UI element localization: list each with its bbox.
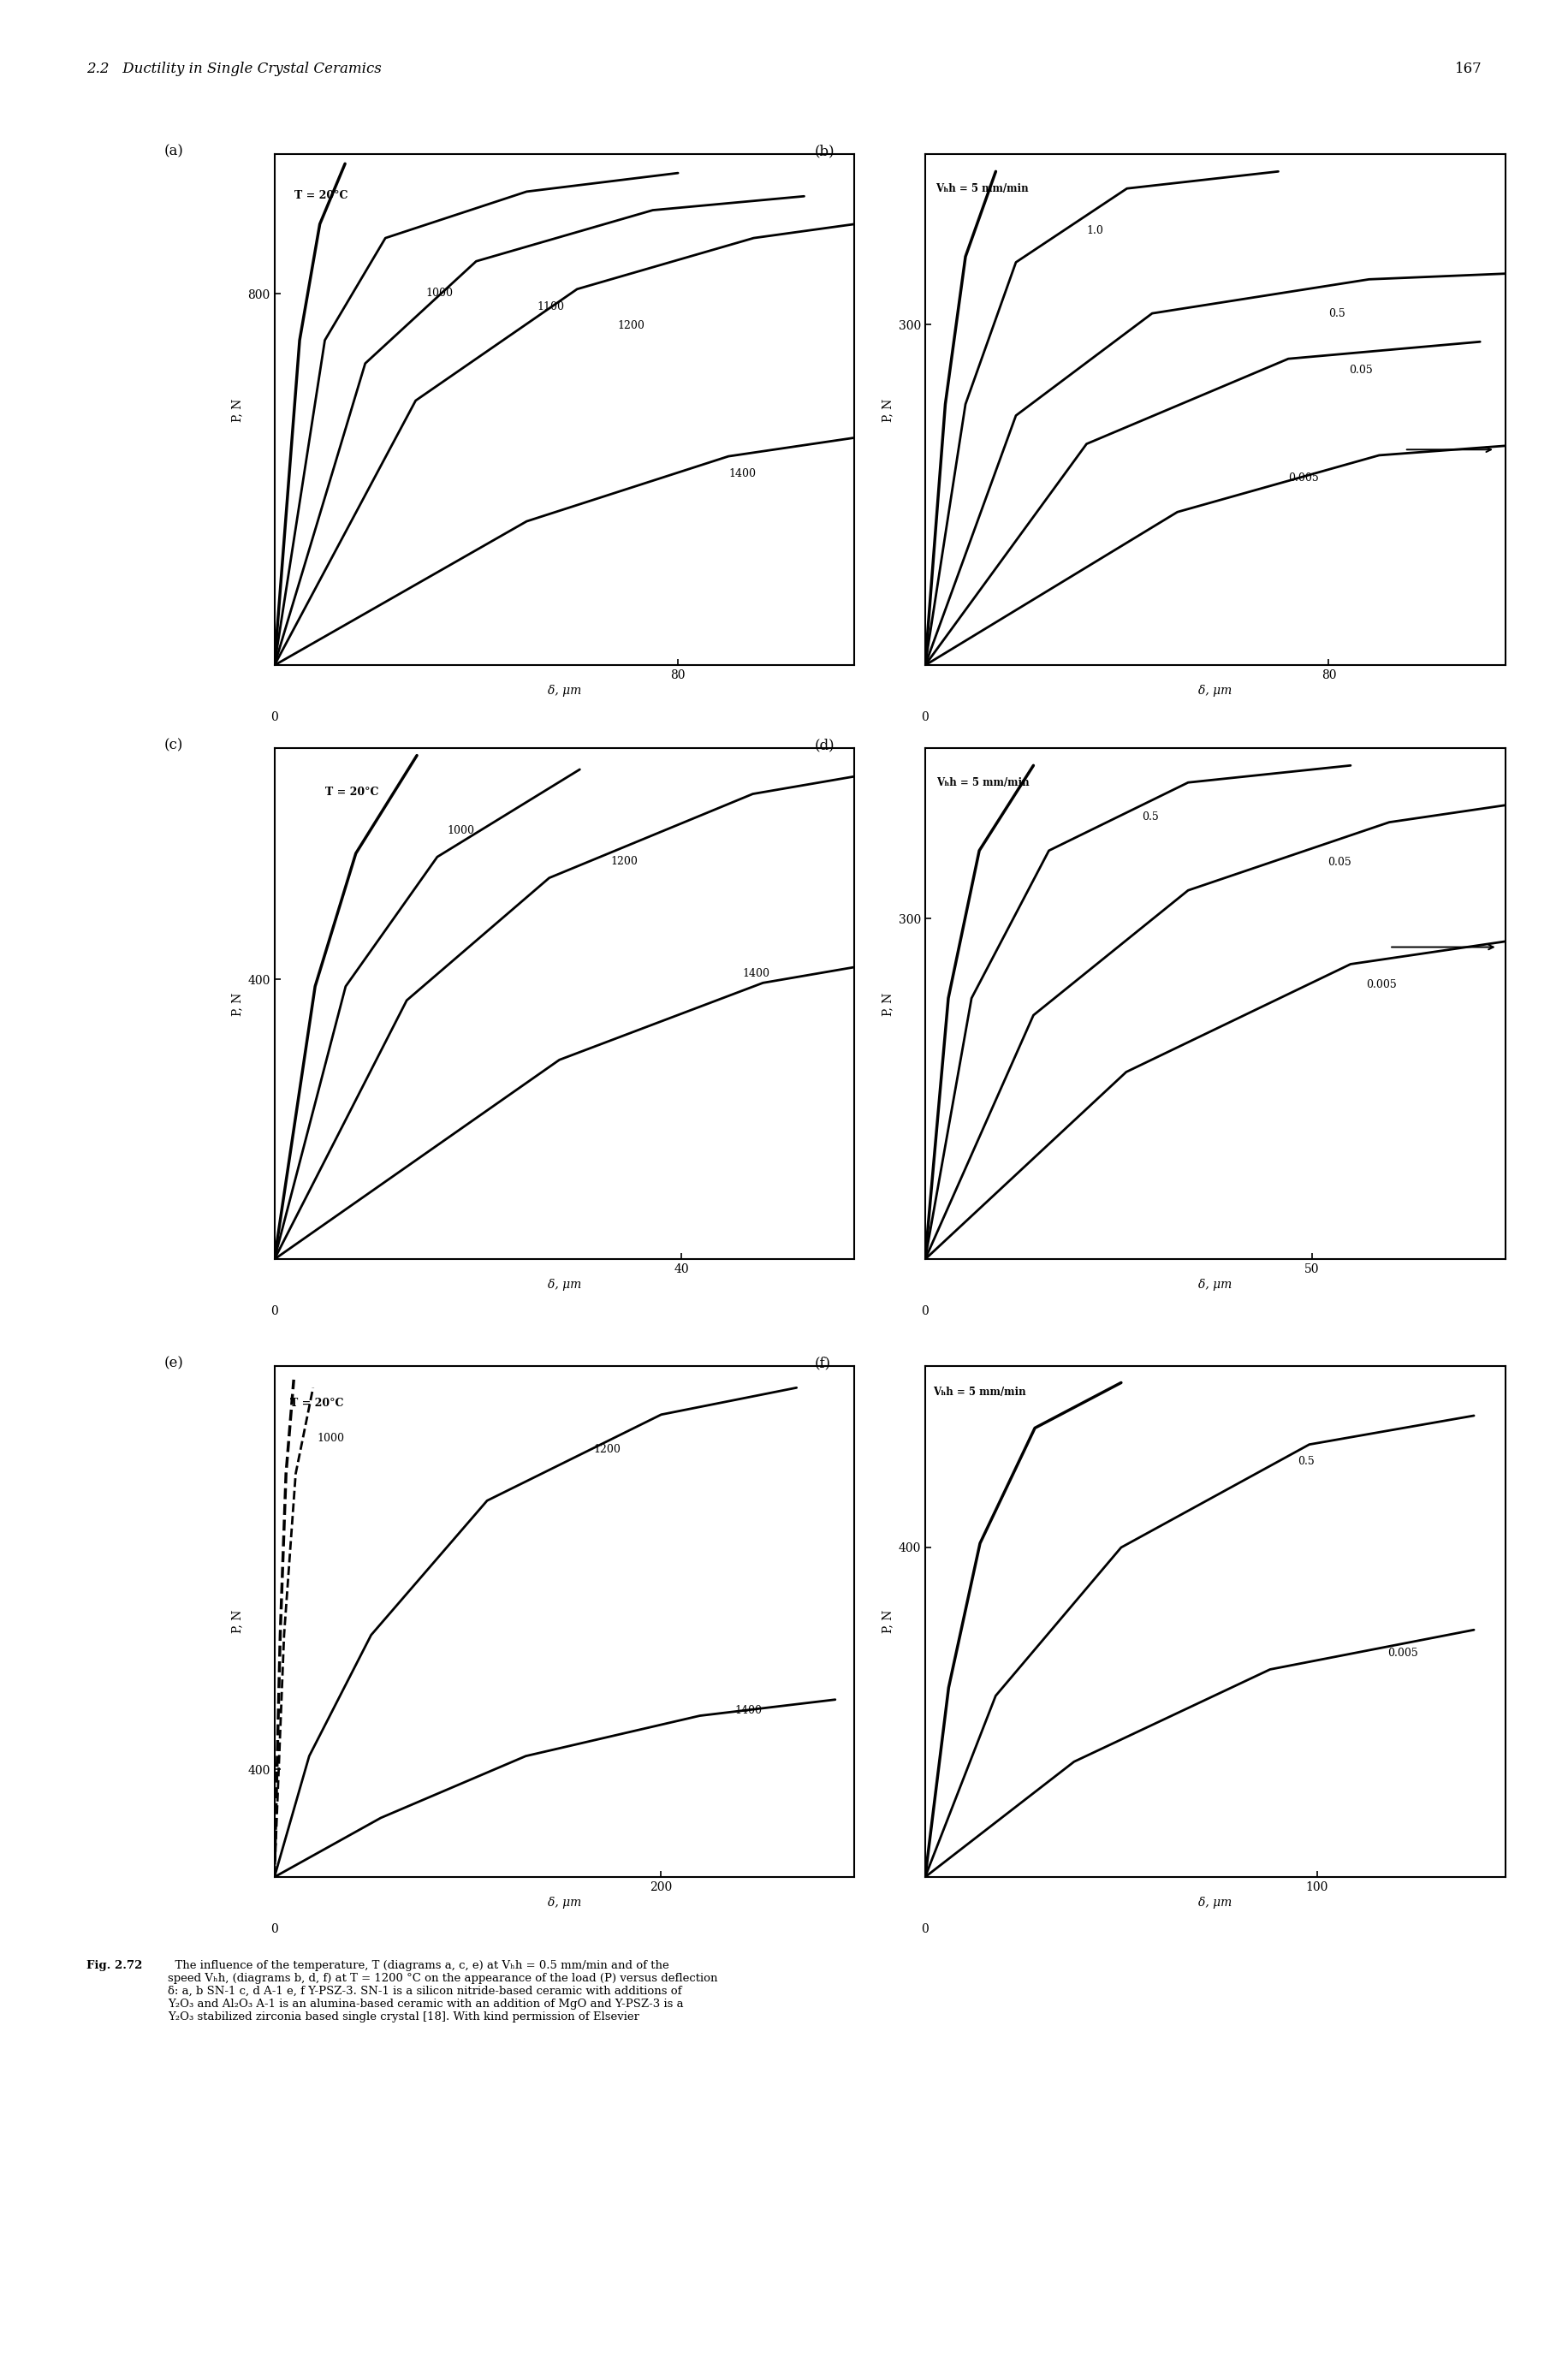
X-axis label: δ, μm: δ, μm [547,1278,582,1290]
Text: Fig. 2.72: Fig. 2.72 [86,1960,143,1972]
Text: 1400: 1400 [743,969,770,979]
Y-axis label: P, N: P, N [881,399,894,421]
X-axis label: δ, μm: δ, μm [1198,684,1232,696]
Text: 0.005: 0.005 [1289,473,1319,485]
Text: 0.5: 0.5 [1298,1456,1314,1466]
Text: 1400: 1400 [729,468,756,480]
Text: 0.05: 0.05 [1328,855,1352,867]
Text: T = 20°C: T = 20°C [295,190,348,202]
Text: 2.2   Ductility in Single Crystal Ceramics: 2.2 Ductility in Single Crystal Ceramics [86,62,381,76]
Text: 0: 0 [922,710,928,722]
X-axis label: δ, μm: δ, μm [1198,1896,1232,1908]
Text: (e): (e) [165,1357,183,1371]
X-axis label: δ, μm: δ, μm [547,1896,582,1908]
X-axis label: δ, μm: δ, μm [547,684,582,696]
Text: The influence of the temperature, T (diagrams a, c, e) at Vₕh = 0.5 mm/min and o: The influence of the temperature, T (dia… [168,1960,718,2022]
Y-axis label: P, N: P, N [881,1611,894,1632]
Text: Vₕh = 5 mm/min: Vₕh = 5 mm/min [933,1385,1025,1397]
Text: 0.5: 0.5 [1328,309,1345,318]
Text: 0.005: 0.005 [1366,979,1397,991]
Text: 0: 0 [922,1922,928,1934]
Text: 1400: 1400 [735,1704,762,1715]
Text: 167: 167 [1455,62,1482,76]
Text: 0.005: 0.005 [1388,1647,1419,1658]
Text: 0.05: 0.05 [1348,364,1372,375]
Text: T = 20°C: T = 20°C [325,786,379,798]
Text: 0.5: 0.5 [1142,810,1159,822]
Text: 1000: 1000 [426,287,453,299]
Text: (c): (c) [165,739,183,753]
Text: 1000: 1000 [447,824,475,836]
Text: 1100: 1100 [536,302,564,311]
Text: Vₕh = 5 mm/min: Vₕh = 5 mm/min [935,183,1029,195]
Y-axis label: P, N: P, N [881,993,894,1015]
Text: Vₕh = 5 mm/min: Vₕh = 5 mm/min [936,777,1030,789]
Y-axis label: P, N: P, N [230,1611,243,1632]
Y-axis label: P, N: P, N [230,399,243,421]
Text: 0: 0 [271,1922,278,1934]
Text: 1200: 1200 [618,321,644,330]
Text: 0: 0 [271,710,278,722]
Text: 0: 0 [922,1304,928,1316]
Text: (f): (f) [815,1357,831,1371]
Text: (d): (d) [815,739,836,753]
Text: 1.0: 1.0 [1087,226,1104,235]
Text: T = 20°C: T = 20°C [290,1397,343,1409]
Text: (a): (a) [165,145,183,159]
Y-axis label: P, N: P, N [230,993,243,1015]
Text: (b): (b) [815,145,836,159]
Text: 0: 0 [271,1304,278,1316]
Text: 1200: 1200 [610,855,638,867]
Text: 1200: 1200 [593,1445,621,1454]
X-axis label: δ, μm: δ, μm [1198,1278,1232,1290]
Text: 1000: 1000 [317,1433,345,1445]
